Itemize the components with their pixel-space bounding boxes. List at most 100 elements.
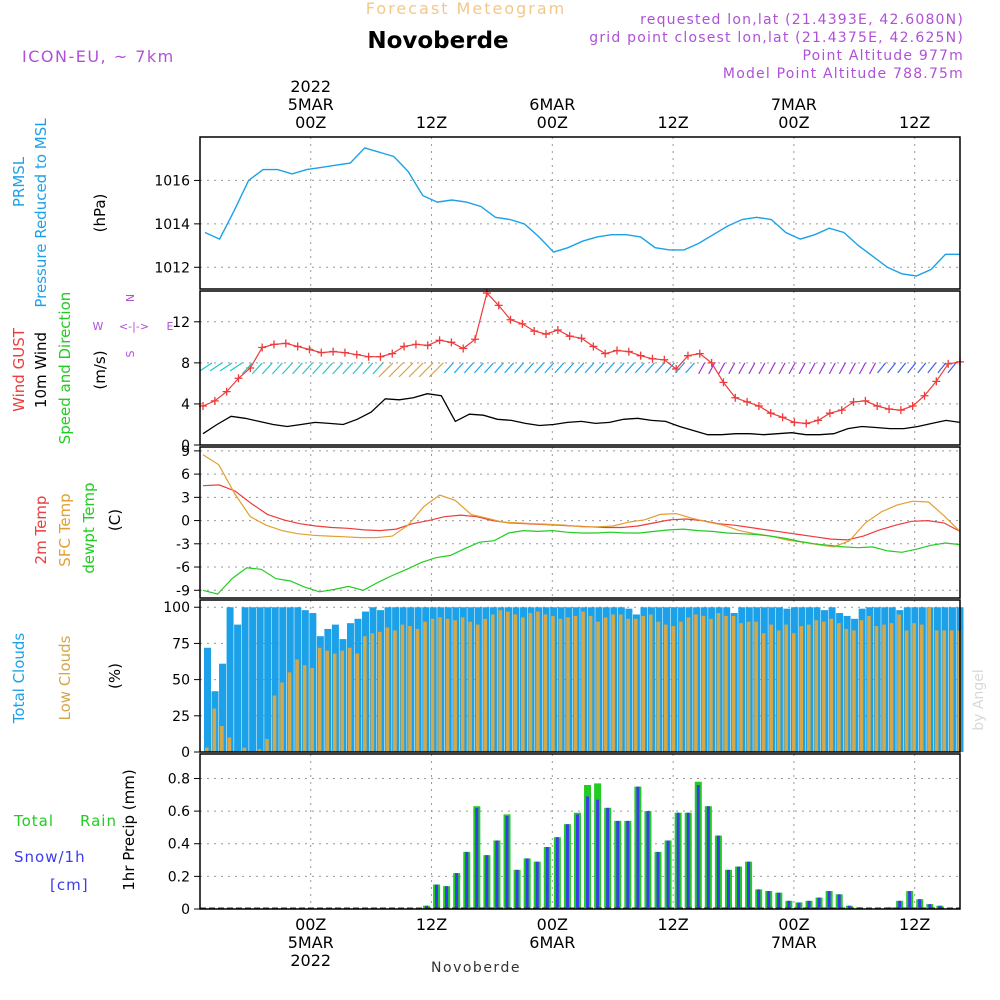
- gust-marker: [435, 336, 444, 345]
- snow-bar: [424, 905, 428, 909]
- low-cloud-bar: [558, 618, 563, 752]
- wind-direction-arrow: [665, 362, 675, 374]
- low-cloud-bar: [829, 618, 834, 752]
- temperature-panel: [202, 454, 961, 595]
- gust-marker: [210, 396, 219, 405]
- total-cloud-bar: [264, 607, 272, 752]
- gust-marker: [222, 387, 231, 396]
- point-altitude: Point Altitude 977m: [802, 48, 964, 64]
- low-cloud-bar: [776, 630, 781, 752]
- gust-marker: [376, 352, 385, 361]
- compass-w: W: [93, 320, 104, 333]
- low-cloud-bar: [694, 614, 698, 752]
- wind-direction-arrow: [768, 362, 776, 375]
- wind-direction-arrow: [199, 362, 213, 372]
- gust-marker: [920, 391, 929, 400]
- temp-tick-label: 0: [181, 514, 190, 530]
- low-cloud-bar: [212, 708, 217, 752]
- wind-direction-arrow: [838, 362, 846, 375]
- snow-bar: [596, 799, 600, 909]
- snow-bar: [485, 855, 489, 909]
- gust-marker: [648, 354, 657, 363]
- wind-direction-arrow: [614, 362, 625, 374]
- wind-direction-arrow: [261, 362, 273, 375]
- wind-direction-arrow: [604, 362, 615, 374]
- gust-marker: [471, 335, 480, 344]
- pressure-line: [204, 147, 960, 277]
- wind-direction-arrow: [302, 362, 313, 375]
- temperature-frame: [199, 446, 961, 599]
- snow-bar: [777, 892, 781, 909]
- top-time-hour: 12Z: [657, 113, 688, 132]
- gridpoint-coords: grid point closest lon,lat (21.4375E, 42…: [589, 30, 964, 46]
- low-cloud-bar: [739, 623, 743, 752]
- snow-bar: [726, 869, 730, 909]
- top-time-date: 5MAR: [288, 95, 334, 114]
- temp-tick-label: 9: [181, 444, 190, 460]
- gust-marker: [293, 342, 302, 351]
- low-cloud-bar: [874, 626, 879, 752]
- low-cloud-bar: [769, 624, 773, 752]
- snow-bar: [445, 886, 449, 909]
- precip-tick-label: 0.8: [168, 771, 190, 787]
- legend-snow: Snow/1h: [14, 848, 86, 866]
- bottom-time-hour: 00Z: [295, 915, 326, 934]
- wind-direction-arrow: [504, 362, 515, 374]
- wind-direction-arrow: [453, 362, 464, 374]
- wind-direction-arrow: [675, 362, 685, 374]
- low-cloud-bar: [859, 620, 864, 752]
- snow-bar: [807, 900, 811, 909]
- wind-direction-arrow: [685, 362, 696, 374]
- low-cloud-bar: [618, 614, 623, 752]
- temp-unit: (C): [106, 509, 124, 531]
- low-cloud-bar: [581, 611, 585, 752]
- low-cloud-bar: [505, 611, 510, 752]
- wind-direction-arrow: [778, 362, 786, 375]
- wind-direction-arrow: [858, 362, 866, 375]
- low-cloud-bar: [521, 617, 525, 752]
- model-label: ICON-EU, ~ 7km: [22, 47, 175, 66]
- snow-bar: [475, 807, 479, 909]
- gust-marker: [506, 315, 515, 324]
- snow-bar: [535, 861, 539, 909]
- gust-marker: [400, 342, 409, 351]
- temp-ylabel-dewpt: dewpt Temp: [80, 482, 98, 573]
- low-cloud-bar: [415, 628, 420, 752]
- low-cloud-bar: [393, 630, 397, 752]
- low-cloud-bar: [340, 650, 345, 752]
- wind-direction-arrow: [728, 362, 736, 375]
- total-cloud-bar: [241, 607, 249, 752]
- wind-direction-arrow: [388, 362, 404, 378]
- wind-direction-arrow: [798, 362, 806, 375]
- gust-marker: [317, 348, 326, 357]
- clouds-frame: [199, 599, 961, 753]
- top-time-hour: 00Z: [295, 113, 326, 132]
- wind-direction-arrow: [484, 362, 494, 374]
- low-cloud-bar: [325, 650, 329, 752]
- gust-marker: [636, 351, 645, 360]
- clouds-tick-label: 75: [172, 636, 190, 652]
- snow-bar: [767, 891, 771, 909]
- requested-coords: requested lon,lat (21.4393E, 42.6080N): [640, 12, 964, 28]
- bottom-time-hour: 12Z: [416, 915, 447, 934]
- snow-bar: [787, 900, 791, 909]
- low-cloud-bar: [468, 621, 472, 752]
- clouds-ylabel-low: Low Clouds: [56, 635, 74, 720]
- wind-direction-arrow: [428, 362, 444, 378]
- wind-direction-arrow: [229, 362, 243, 372]
- low-cloud-bar: [543, 614, 548, 752]
- wind-direction-arrow: [554, 362, 565, 374]
- low-cloud-bar: [754, 621, 758, 752]
- panel-frames: [199, 136, 961, 910]
- low-cloud-bar: [889, 623, 894, 752]
- low-cloud-bar: [566, 617, 570, 752]
- top-time-date: 6MAR: [529, 95, 575, 114]
- gust-marker: [743, 397, 752, 406]
- gust-marker: [364, 352, 373, 361]
- wind-direction-arrow: [748, 362, 756, 375]
- snow-bar: [908, 891, 912, 909]
- snow-bar: [465, 851, 469, 909]
- low-cloud-bar: [822, 621, 826, 752]
- gust-marker: [719, 378, 728, 387]
